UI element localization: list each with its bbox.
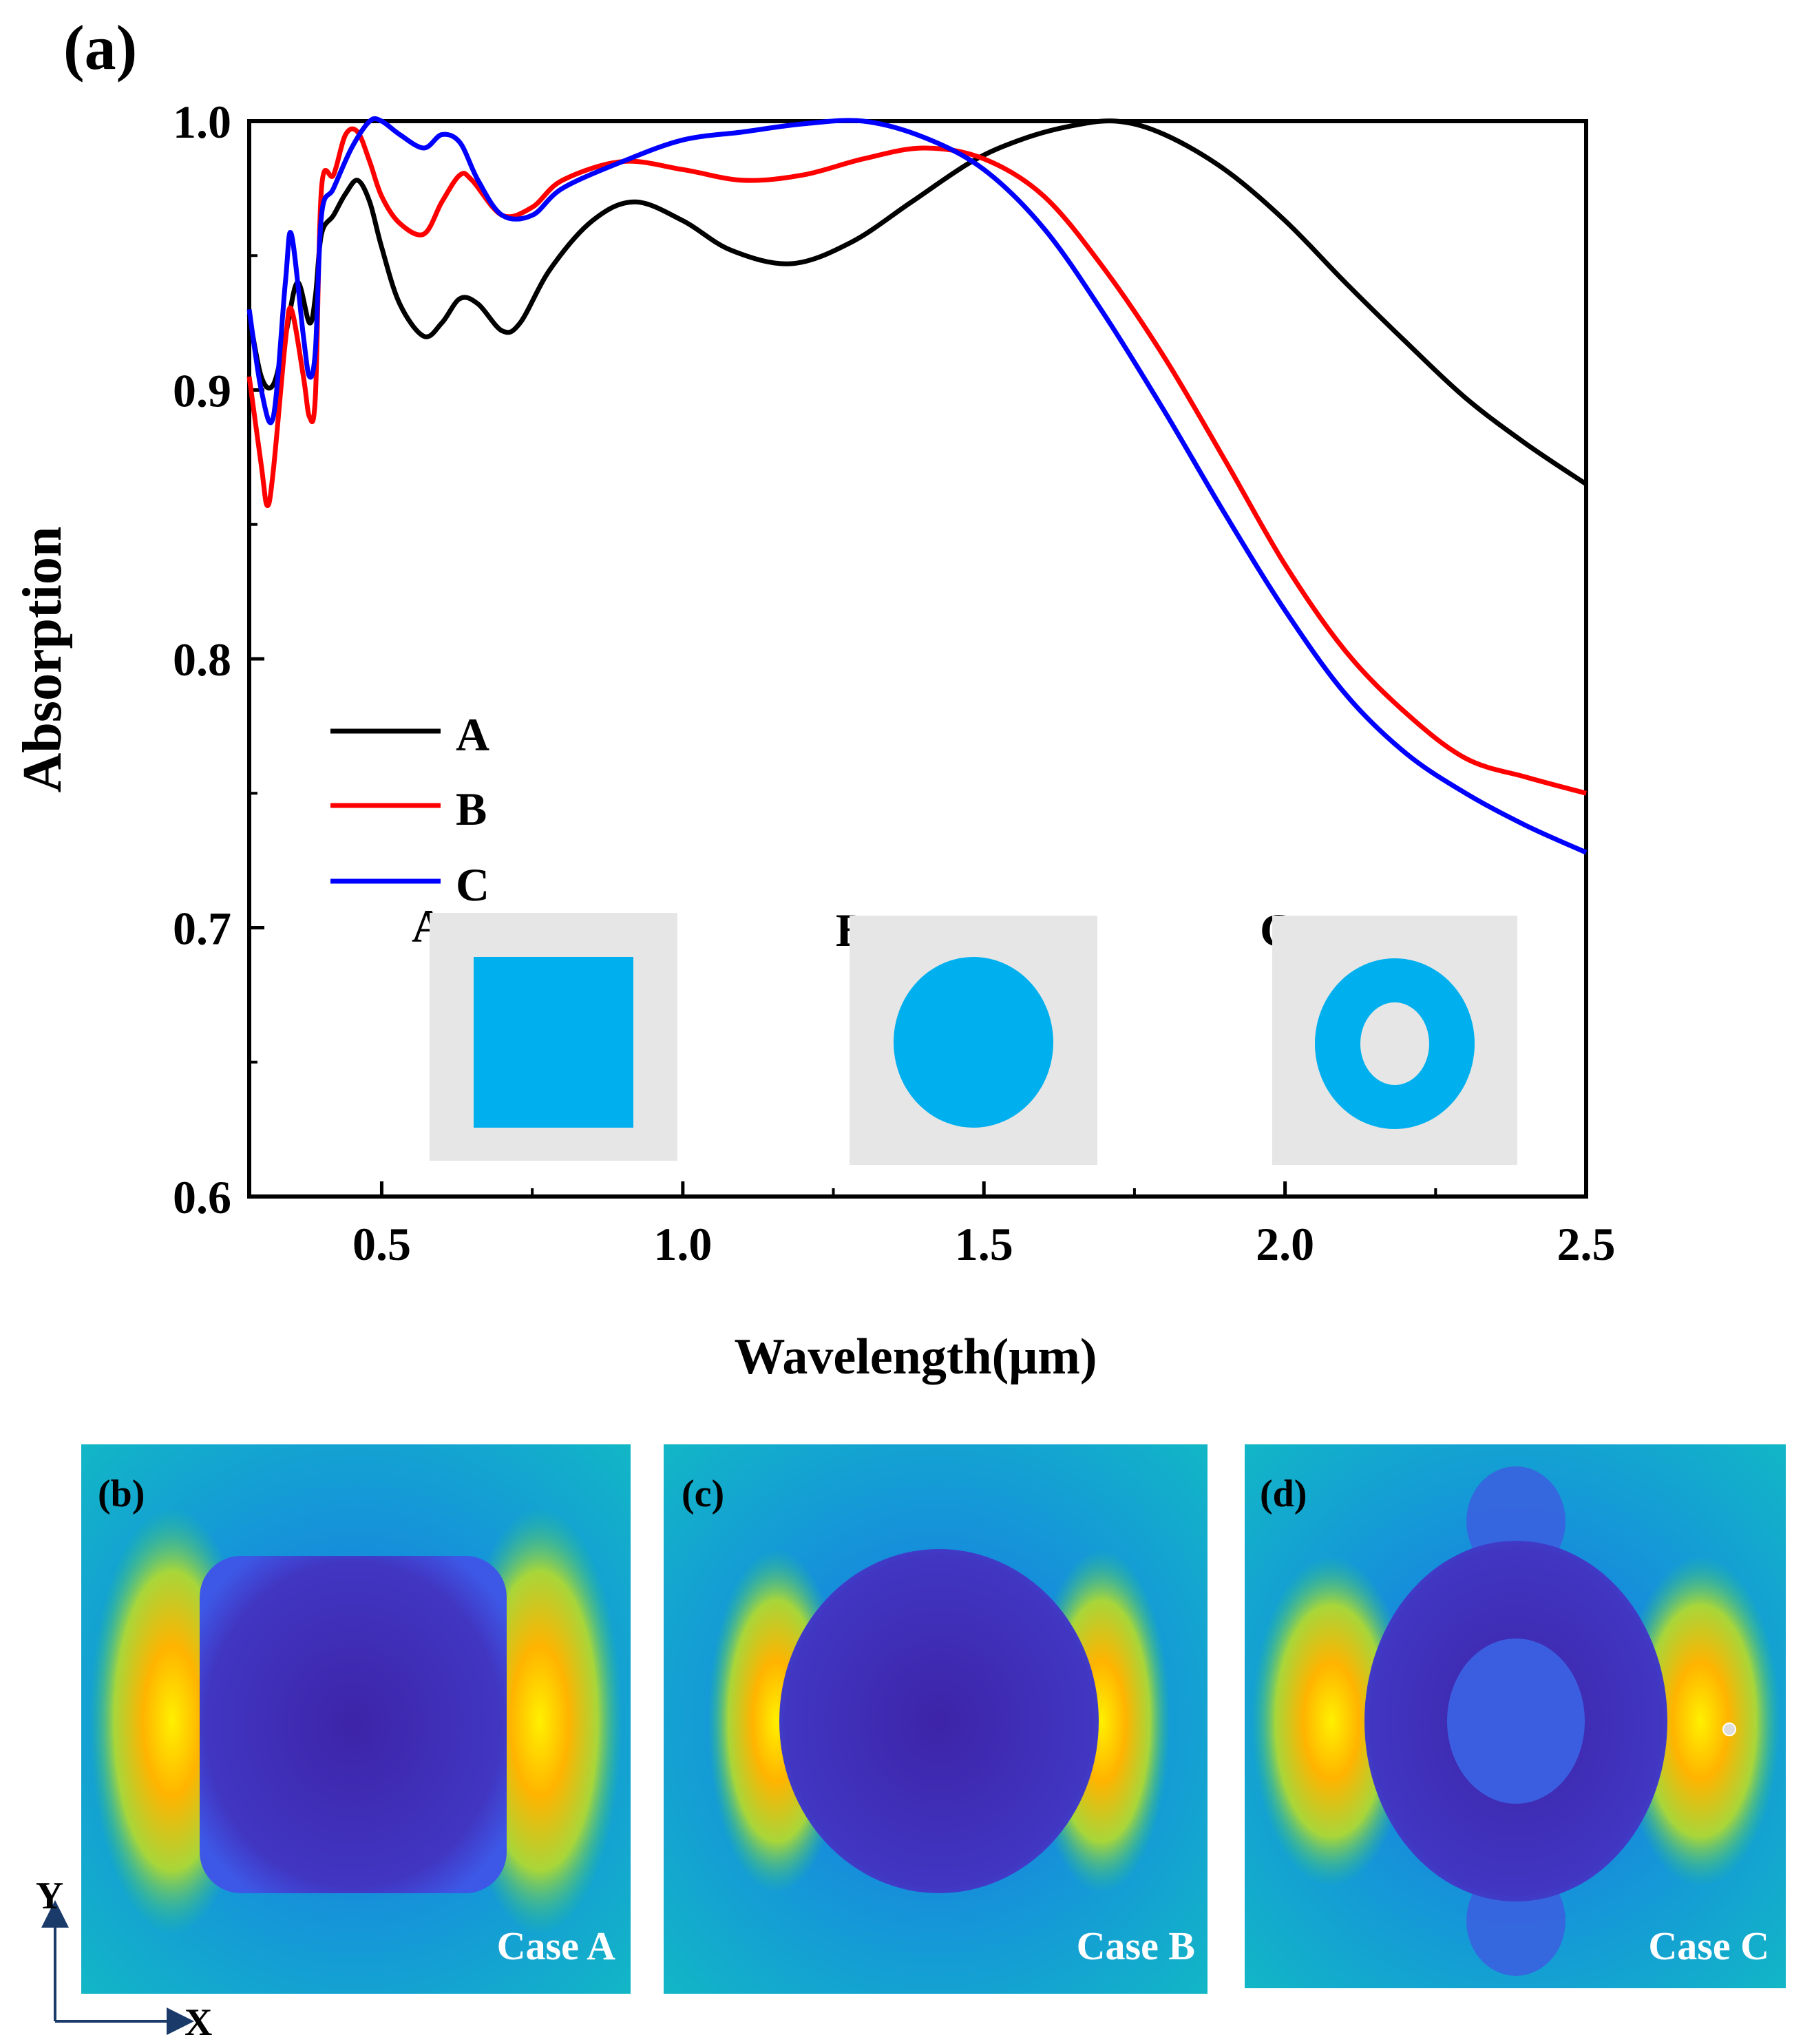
field-map-d-marker	[1722, 1722, 1736, 1736]
series-line-a	[246, 118, 1588, 487]
y-tick-label: 1.0	[173, 96, 231, 148]
field-map-d-case: Case C	[1648, 1924, 1769, 1968]
y-tick-label: 0.8	[173, 633, 231, 686]
legend-label-b: B	[456, 783, 487, 835]
inset-c: C	[1260, 904, 1517, 1165]
inset-b-circle	[894, 957, 1053, 1128]
y-axis: 0.6 0.7 0.8 0.9 1.0	[173, 96, 264, 1223]
inset-a: A	[412, 900, 677, 1161]
series-line-b	[246, 126, 1587, 796]
legend-label-c: C	[456, 858, 489, 911]
field-map-b-case: Case A	[497, 1924, 616, 1968]
x-axis-indicator-label: X	[184, 2001, 212, 2044]
field-map-b: (b) Case A	[81, 1444, 631, 1994]
field-map-c-case: Case B	[1077, 1924, 1195, 1968]
field-map-c: (c) Case B	[664, 1444, 1208, 1994]
x-axis-label: Wavelength(μm)	[735, 1329, 1097, 1385]
legend-label-a: A	[456, 708, 489, 761]
inset-b: B	[836, 904, 1097, 1165]
x-tick-label: 0.5	[352, 1218, 411, 1270]
axis-indicator: Y X	[36, 1875, 213, 2044]
series-line-c	[246, 116, 1588, 855]
legend: A B C	[330, 708, 489, 911]
field-map-d-hotspot-right	[1621, 1556, 1780, 1886]
field-map-d-hole	[1447, 1639, 1585, 1804]
x-axis: 0.5 1.0 1.5 2.0 2.5	[352, 1181, 1616, 1270]
x-tick-label: 2.5	[1557, 1218, 1616, 1270]
inset-c-hole	[1360, 1002, 1429, 1085]
y-tick-label: 0.6	[173, 1171, 231, 1223]
y-tick-label: 0.9	[173, 365, 231, 417]
field-map-d-hotspot-left	[1252, 1556, 1411, 1886]
field-map-c-label: (c)	[682, 1473, 724, 1515]
inset-a-square	[474, 957, 633, 1128]
x-tick-label: 1.0	[653, 1218, 712, 1270]
field-map-d: (d) Case C	[1245, 1444, 1786, 1988]
field-map-b-label: (b)	[98, 1473, 145, 1515]
series-layer	[246, 116, 1588, 855]
x-tick-label: 1.5	[955, 1218, 1013, 1270]
field-map-b-particle	[200, 1556, 507, 1893]
field-map-c-particle	[779, 1549, 1099, 1893]
x-tick-label: 2.0	[1256, 1218, 1314, 1270]
y-tick-label: 0.7	[173, 903, 231, 955]
field-map-d-label: (d)	[1260, 1473, 1307, 1515]
panel-label-a: (a)	[63, 12, 137, 83]
y-axis-indicator-label: Y	[36, 1875, 63, 1917]
y-axis-label: Absorption	[12, 527, 73, 793]
